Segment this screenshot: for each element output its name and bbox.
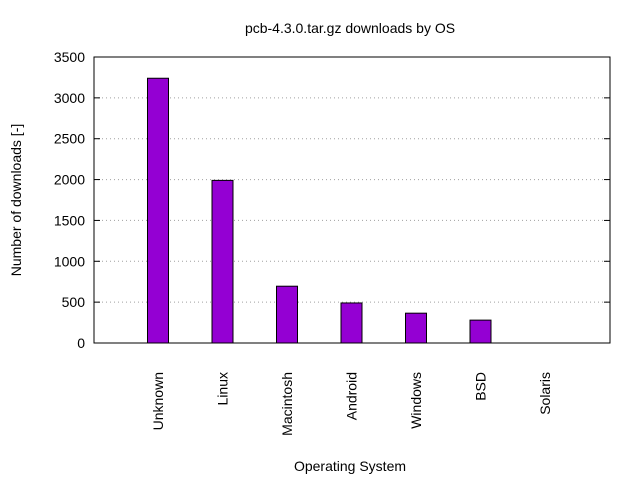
axis-ticks bbox=[94, 56, 610, 344]
bar-unknown bbox=[147, 77, 169, 344]
x-tick-label: BSD bbox=[473, 372, 489, 401]
x-tick-label: Windows bbox=[408, 372, 424, 429]
bars bbox=[147, 77, 492, 344]
x-axis-label: Operating System bbox=[294, 458, 406, 474]
y-tick-label: 2000 bbox=[54, 172, 85, 188]
y-tick-label: 500 bbox=[62, 294, 86, 310]
y-tick-label: 3000 bbox=[54, 90, 85, 106]
tick-labels: 0 500 1000 1500 2000 2500 3000 3500 Unknown Linux… bbox=[54, 49, 553, 436]
y-tick-label: 0 bbox=[77, 335, 85, 351]
chart-title: pcb-4.3.0.tar.gz downloads by OS bbox=[245, 20, 455, 36]
y-axis-label: Number of downloads [-] bbox=[8, 124, 24, 277]
bar-linux bbox=[211, 179, 234, 344]
x-tick-label: Android bbox=[344, 372, 360, 420]
plot-frame bbox=[93, 56, 611, 344]
y-tick-label: 2500 bbox=[54, 131, 85, 147]
y-tick-label: 3500 bbox=[54, 49, 85, 65]
x-tick-label: Solaris bbox=[537, 372, 553, 415]
y-tick-label: 1000 bbox=[54, 253, 85, 269]
bar-macintosh bbox=[276, 285, 298, 344]
bar-bsd bbox=[469, 319, 492, 344]
y-tick-label: 1500 bbox=[54, 212, 85, 228]
grid-lines bbox=[94, 97, 610, 303]
x-tick-label: Unknown bbox=[150, 372, 166, 430]
x-tick-label: Macintosh bbox=[279, 372, 295, 436]
bar-android bbox=[340, 302, 363, 344]
x-tick-label: Linux bbox=[215, 372, 231, 405]
bar-windows bbox=[405, 312, 427, 344]
